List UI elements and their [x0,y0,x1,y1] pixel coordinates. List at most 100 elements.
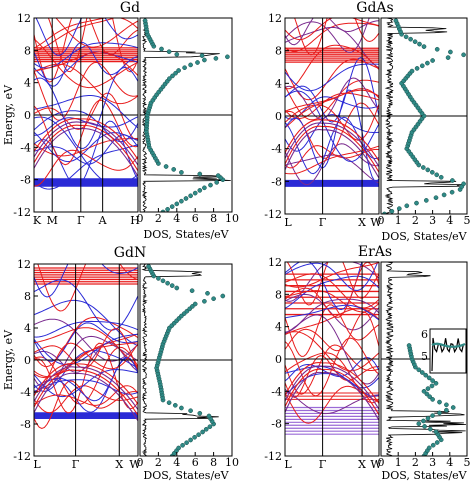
dos-dot [202,298,207,304]
dos-tick-label: 1 [395,214,402,227]
band-line [34,380,138,430]
dos-dot [434,440,440,445]
panel-title: ErAs [358,244,392,260]
kpoint-label: X [358,216,366,229]
dos-dot [425,60,430,66]
band-line [285,262,379,291]
x-axis-label: DOS, States/eV [381,230,467,243]
band-line [34,299,138,347]
dos-dot [423,198,429,203]
dos-dot [174,201,180,207]
band-line [34,318,138,362]
dos-tick-label: 2 [155,456,162,469]
dos-dot [425,415,431,421]
dos-dot [417,41,422,47]
y-axis-label: Energy, eV [2,329,15,390]
band-line [34,320,138,338]
dos-tick-label: 4 [446,214,453,227]
dos-tick-label: 2 [412,456,419,469]
dos-dot [412,39,418,45]
dos-tick-label: 6 [192,456,199,469]
y-tick-label: 0 [24,354,31,367]
dos-dot [165,206,170,212]
dos-dot [176,445,181,451]
y-tick-label: -8 [20,418,31,431]
y-tick-label: 4 [24,322,31,335]
dos-dot [419,370,425,375]
dos-dot [409,68,415,74]
band-line [286,262,379,306]
dos-dot [406,343,412,348]
dos-dot [425,167,431,173]
y-ticks: 12 8 4 0 -4 -8 -12 [13,12,38,219]
dos-dot [429,383,435,389]
band-line [285,58,379,101]
dos-dot [207,424,213,430]
dos-dot [437,410,442,416]
inset-dos-dots [431,342,466,348]
band-line [285,275,379,309]
y-tick-label: -12 [13,206,31,219]
band-line [285,90,379,163]
dos-dot [433,380,439,386]
dos-dot [179,198,184,204]
dos-dot [215,173,221,178]
band-line [34,131,138,163]
panel-title: GdAs [356,0,393,16]
x-axis-label: DOS, States/eV [381,469,467,482]
dos-dot [422,424,427,429]
dos-frame [139,263,233,457]
y-tick-label: -4 [20,386,31,399]
dos-dot [169,283,175,288]
y-tick-label: -4 [20,141,31,154]
dos-dot [192,190,198,196]
dos-dot [427,394,433,400]
dos-ticks: 0 2 4 6 8 10 [137,452,239,469]
dos-dot [429,169,435,175]
dos-dot [188,408,193,414]
band-line [285,145,379,169]
band-line [34,356,138,402]
dos-tick-label: 4 [173,212,180,225]
kpoint-label: L [33,458,41,471]
dos-dot [225,54,230,60]
inset-tick-label: 5 [421,350,428,363]
dos-tick-label: 10 [225,456,239,469]
band-line [285,273,379,309]
kpoint-label: X [115,458,123,471]
kpoint-label: Γ [319,216,327,229]
band-line [285,262,379,318]
dos-inset: 65 [421,328,467,374]
dos-dot [199,53,205,58]
dos-dot [396,206,402,211]
dos-dot [165,280,170,286]
dos-dot [438,174,444,180]
dos-dot [202,185,207,191]
band-line [285,344,379,395]
kpoint-label: H [130,214,140,227]
kpoint-label: K [33,214,42,227]
band-line [285,114,379,152]
band-line [285,311,379,352]
dos-dot [214,180,220,185]
band-line [34,137,138,157]
kpoint-label: Γ [77,214,85,227]
dos-dot [445,55,451,60]
kpoint-label: L [284,216,292,229]
band-line [34,342,138,393]
dos-dot [421,418,426,424]
band-line [34,95,138,129]
dos-dot [184,440,189,446]
dos-tick-label: 3 [429,214,436,227]
y-ticks: 12 8 4 0 -4 -8 -12 [264,12,289,221]
dos-dot [389,208,395,214]
dos-dot [166,49,172,55]
band-line [34,18,138,83]
dos-dot [420,165,426,170]
band-line [285,145,379,175]
